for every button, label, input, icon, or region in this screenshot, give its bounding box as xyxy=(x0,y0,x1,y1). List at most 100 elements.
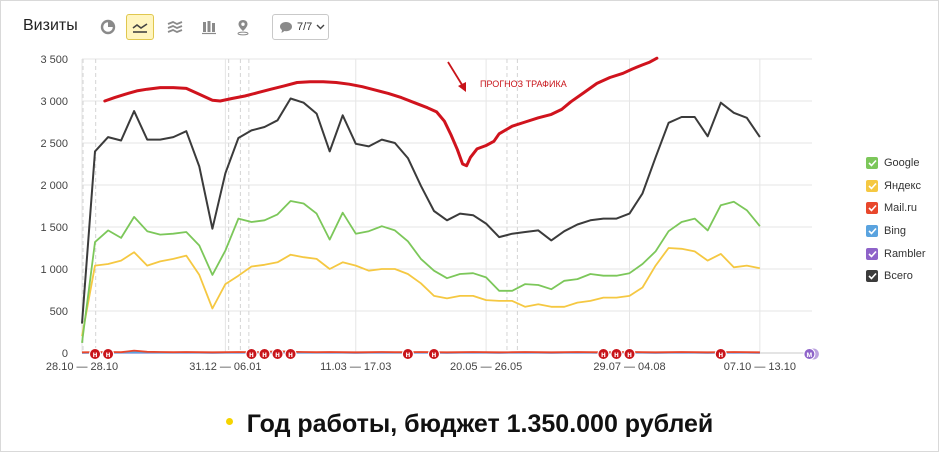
legend-item-yandex[interactable]: Яндекс xyxy=(866,175,926,198)
event-marker: н xyxy=(284,348,297,360)
marker-label: н xyxy=(601,350,606,359)
legend-label: Rambler xyxy=(884,247,926,260)
event-marker: н xyxy=(271,348,284,360)
x-tick-label: 11.03 — 17.03 xyxy=(320,361,391,373)
series-line-google xyxy=(81,200,761,344)
map-pin-icon xyxy=(237,20,249,36)
marker-label: н xyxy=(262,350,267,359)
slide-caption: Год работы, бюджет 1.350.000 рублей xyxy=(0,410,939,439)
legend-item-total[interactable]: Всего xyxy=(866,265,926,288)
event-marker-m: м xyxy=(803,348,819,360)
y-tick-label: 0 xyxy=(62,348,68,360)
checkmark-icon xyxy=(866,202,878,215)
marker-label: н xyxy=(718,350,723,359)
pie-chart-button[interactable] xyxy=(94,14,122,40)
marker-dot xyxy=(284,348,297,360)
x-tick-label: 28.10 — 28.10 xyxy=(46,361,118,373)
event-marker: н xyxy=(258,348,271,360)
x-tick-label: 07.10 — 13.10 xyxy=(724,361,796,373)
marker-label: н xyxy=(614,350,619,359)
legend-item-rambler[interactable]: Rambler xyxy=(866,242,926,265)
event-marker: н xyxy=(623,348,636,360)
event-marker: н xyxy=(102,348,115,360)
series-line-yandex xyxy=(81,247,761,337)
series-line-total xyxy=(81,97,761,324)
marker-label: н xyxy=(432,350,437,359)
marker-dot xyxy=(401,348,414,360)
forecast-layer xyxy=(103,56,659,168)
y-tick-label: 3 000 xyxy=(40,96,68,108)
checkmark-icon xyxy=(866,270,878,283)
speech-bubble-icon xyxy=(280,21,292,33)
visits-chart: 0 500 1 000 1 500 2 000 2 500 3 000 3 500 28.10… xyxy=(40,54,819,373)
marker-label: н xyxy=(288,350,293,359)
marker-label: н xyxy=(93,350,98,359)
marker-dot xyxy=(271,348,284,360)
marker-dot xyxy=(597,348,610,360)
map-button[interactable] xyxy=(229,14,257,40)
y-tick-label: 1 000 xyxy=(40,264,68,276)
forecast-line xyxy=(103,56,659,168)
marker-dot xyxy=(803,348,816,360)
marker-dot xyxy=(102,348,115,360)
x-tick-label: 29.07 — 04.08 xyxy=(593,361,665,373)
x-axis: 28.10 — 28.10 31.12 — 06.01 11.03 — 17.03 2… xyxy=(46,361,796,373)
series-selector[interactable]: 7/7 xyxy=(272,14,329,40)
y-tick-label: 2 500 xyxy=(40,138,68,150)
event-marker: н xyxy=(245,348,258,360)
y-tick-label: 3 500 xyxy=(40,54,68,66)
marker-dot xyxy=(714,348,727,360)
x-tick-label: 31.12 — 06.01 xyxy=(189,361,261,373)
annotation-layer: ПРОГНОЗ ТРАФИКА xyxy=(447,61,567,92)
area-chart-icon xyxy=(167,21,183,33)
legend-label: Bing xyxy=(884,225,907,238)
legend-label: Всего xyxy=(884,270,913,283)
marker-label: н xyxy=(275,350,280,359)
area-chart-button[interactable] xyxy=(161,14,189,40)
y-tick-label: 500 xyxy=(50,306,68,318)
series-layer xyxy=(81,97,761,354)
annotation-arrow-head xyxy=(458,82,466,92)
event-marker: н xyxy=(401,348,414,360)
checkmark-icon xyxy=(866,247,878,260)
caption-text: Год работы, бюджет 1.350.000 рублей xyxy=(246,410,714,438)
y-tick-label: 1 500 xyxy=(40,222,68,234)
marker-label: н xyxy=(249,350,254,359)
marker-dot xyxy=(610,348,623,360)
grid-layer xyxy=(81,58,812,354)
annotation-arrow-shaft xyxy=(447,61,465,89)
event-marker: н xyxy=(610,348,623,360)
legend-label: Яндекс xyxy=(884,179,921,192)
bar-chart-button[interactable] xyxy=(195,14,223,40)
legend-label: Google xyxy=(884,157,920,170)
legend-item-mail[interactable]: Mail.ru xyxy=(866,197,926,220)
chevron-down-icon xyxy=(316,24,325,30)
legend-item-google[interactable]: Google xyxy=(866,152,926,175)
event-marker: н xyxy=(597,348,610,360)
line-chart-icon xyxy=(132,23,148,33)
annotation-text: ПРОГНОЗ ТРАФИКА xyxy=(480,79,567,89)
marker-dot xyxy=(258,348,271,360)
caption-bullet xyxy=(225,417,233,425)
line-chart-button[interactable] xyxy=(126,14,154,40)
marker-label: м xyxy=(806,350,812,359)
bar-chart-icon xyxy=(202,21,216,35)
chart-title: Визиты xyxy=(23,17,78,34)
marker-dot xyxy=(623,348,636,360)
pie-chart-icon xyxy=(100,19,116,35)
chart-toolbar: Визиты xyxy=(0,0,939,50)
event-marker: н xyxy=(89,348,102,360)
series-counter: 7/7 xyxy=(297,21,313,33)
event-marker: н xyxy=(427,348,440,360)
marker-dot xyxy=(89,348,102,360)
event-marker: н xyxy=(714,348,727,360)
marker-dot xyxy=(427,348,440,360)
checkmark-icon xyxy=(866,225,878,238)
legend-item-bing[interactable]: Bing xyxy=(866,220,926,243)
series-line-mail xyxy=(81,349,760,354)
marker-label: н xyxy=(405,350,410,359)
marker-label: н xyxy=(106,350,111,359)
y-tick-label: 2 000 xyxy=(40,180,68,192)
legend-label: Mail.ru xyxy=(884,202,918,215)
